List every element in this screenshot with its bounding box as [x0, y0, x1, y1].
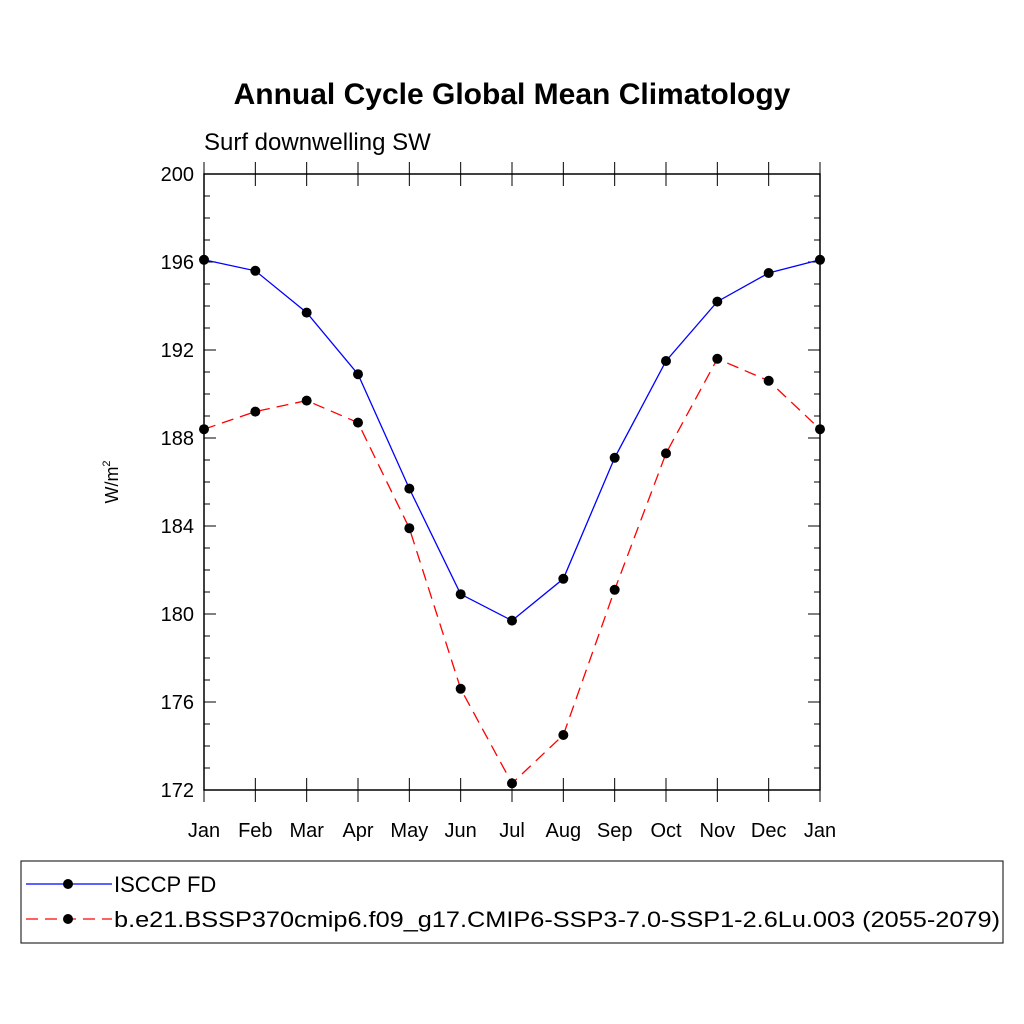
- series-1-point: [507, 778, 517, 789]
- series-1-point: [661, 448, 671, 459]
- x-tick-label: Apr: [342, 820, 373, 842]
- x-tick-label: Dec: [751, 820, 787, 842]
- x-tick-label: Feb: [238, 820, 272, 842]
- series-0-point: [353, 369, 363, 380]
- x-tick-label: Aug: [546, 820, 582, 842]
- x-tick-label: Jan: [188, 820, 220, 842]
- y-tick-label: 176: [161, 692, 194, 714]
- series-0-point: [661, 356, 671, 366]
- x-tick-label: Oct: [650, 820, 682, 842]
- series-0-point: [609, 452, 620, 463]
- series-line-0: [203, 259, 821, 622]
- series-layer: [199, 254, 825, 789]
- x-axis-ticks: Jan Feb Mar Apr May Jun Jul Aug Sep Oct Nov Dec Jan: [188, 162, 836, 842]
- legend-label-0: ISCCP FD: [114, 872, 216, 897]
- series-0-point: [301, 307, 312, 318]
- series-0-point: [558, 573, 569, 584]
- y-tick-label: 188: [161, 428, 194, 450]
- series-0-point: [815, 254, 825, 265]
- series-0-point: [455, 589, 466, 600]
- y-tick-label: 172: [161, 780, 194, 802]
- x-tick-label: Mar: [289, 820, 324, 842]
- series-0-point: [507, 615, 517, 626]
- series-1-point: [353, 417, 363, 428]
- series-1-point: [199, 424, 209, 435]
- y-axis-label-unit: W/m: [102, 467, 122, 504]
- series-1-point: [609, 584, 620, 595]
- series-1-point: [455, 683, 466, 694]
- series-0-point: [712, 296, 723, 307]
- series-1-point: [558, 730, 569, 740]
- legend-box: [20, 860, 1004, 944]
- chart-subtitle: Surf downwelling SW: [204, 129, 431, 156]
- series-1-point: [301, 395, 312, 406]
- y-tick-label: 200: [161, 164, 194, 186]
- y-axis-label-superscript: 2: [101, 460, 113, 466]
- series-line-1: [203, 357, 821, 785]
- y-axis-label: W/m2: [101, 460, 122, 503]
- legend-marker-0: [63, 879, 73, 889]
- series-0-point: [763, 268, 774, 278]
- y-tick-label: 192: [161, 340, 194, 362]
- series-0-point: [404, 483, 415, 494]
- plot-frame: [203, 173, 821, 791]
- x-tick-label: Jul: [499, 820, 525, 842]
- legend-marker-1: [63, 914, 73, 924]
- legend: ISCCP FD b.e21.BSSP370cmip6.f09_g17.CMIP6…: [26, 872, 1000, 932]
- y-tick-label: 184: [161, 516, 194, 538]
- y-tick-label: 180: [161, 604, 194, 626]
- x-tick-label: May: [390, 820, 428, 842]
- series-1-point: [250, 406, 261, 417]
- y-tick-label: 196: [161, 252, 194, 274]
- series-1-point: [712, 353, 723, 364]
- y-axis-ticks: 172 176 180 184 188 192 196 200: [161, 164, 820, 802]
- x-tick-label: Jun: [445, 820, 477, 842]
- series-1-point: [763, 375, 774, 386]
- series-0-point: [250, 265, 261, 276]
- chart-title: Annual Cycle Global Mean Climatology: [234, 78, 791, 111]
- x-tick-label: Jan: [804, 820, 836, 842]
- series-0-point: [199, 254, 209, 265]
- x-tick-label: Sep: [597, 820, 633, 842]
- series-1-point: [815, 424, 825, 435]
- x-tick-label: Nov: [700, 820, 736, 842]
- legend-label-1: b.e21.BSSP370cmip6.f09_g17.CMIP6-SSP3-7.…: [114, 907, 1000, 932]
- series-1-point: [404, 523, 415, 534]
